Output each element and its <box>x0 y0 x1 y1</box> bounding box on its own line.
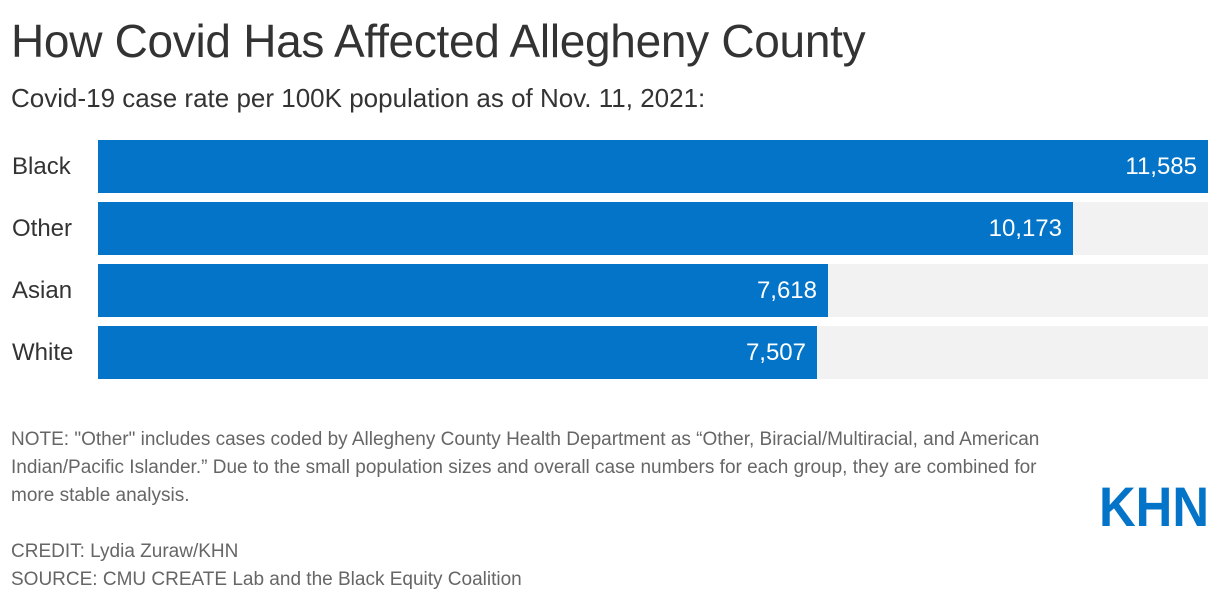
chart-note: NOTE: "Other" includes cases coded by Al… <box>11 429 1040 506</box>
chart-subtitle: Covid-19 case rate per 100K population a… <box>11 83 706 113</box>
category-label-other: Other <box>12 215 73 242</box>
bar-track-other: 10,173 <box>98 202 1208 255</box>
bar-chart: Black 11,585 Other 10,173 Asian 7,618 White 7,5… <box>0 140 1220 390</box>
bar-row-white: White 7,507 <box>0 326 1220 379</box>
bar-asian: 7,618 <box>98 264 828 317</box>
chart-source: SOURCE: CMU CREATE Lab and the Black Equ… <box>11 569 522 590</box>
bar-value-label-asian: 7,618 <box>756 277 817 304</box>
bar-value-label-black: 11,585 <box>1125 153 1197 180</box>
bar-track-asian: 7,618 <box>98 264 1208 317</box>
bar-track-white: 7,507 <box>98 326 1208 379</box>
bar-row-asian: Asian 7,618 <box>0 264 1220 317</box>
khn-logo: KHN <box>1099 480 1209 530</box>
bar-value-label-white: 7,507 <box>745 339 806 366</box>
bar-track-black: 11,585 <box>98 140 1208 193</box>
category-label-asian: Asian <box>12 277 73 304</box>
bar-row-black: Black 11,585 <box>0 140 1220 193</box>
bar-white: 7,507 <box>98 326 817 379</box>
chart-title: How Covid Has Affected Allegheny County <box>11 15 866 67</box>
khn-logo-text: KHN <box>1099 480 1209 530</box>
bar-other: 10,173 <box>98 202 1073 255</box>
category-label-black: Black <box>12 153 71 180</box>
bar-black: 11,585 <box>98 140 1208 193</box>
chart-credit: CREDIT: Lydia Zuraw/KHN <box>11 541 239 562</box>
category-label-white: White <box>12 339 74 366</box>
bar-row-other: Other 10,173 <box>0 202 1220 255</box>
bar-value-label-other: 10,173 <box>988 215 1062 242</box>
